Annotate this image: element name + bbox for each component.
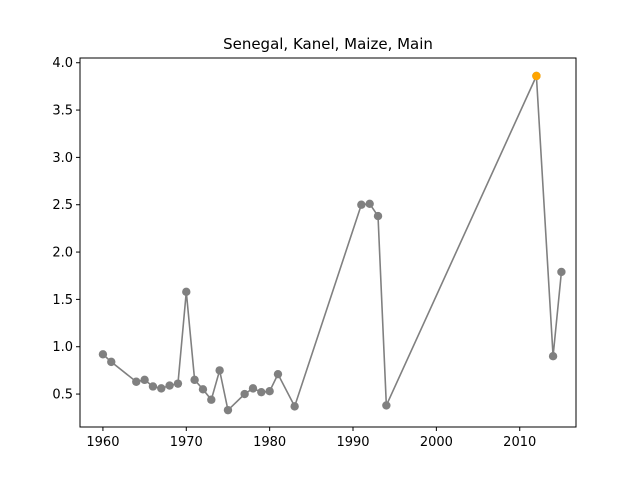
y-tick-label: 2.5 [52,198,73,213]
axes: 1960 1970 1980 1990 2000 2010 0.5 1.0 1.5 2.0 2.5 3… [52,56,536,450]
data-point [557,267,566,277]
y-tick-label: 2.0 [52,246,73,261]
x-tick-label: 2000 [420,435,453,450]
data-point [140,375,149,385]
data-point [98,350,108,359]
chart-title: Senegal, Kanel, Maize, Main [223,35,433,53]
data-point [265,387,274,396]
y-tick-label: 3.0 [52,151,73,166]
data-point [357,200,366,209]
plot-frame [79,57,577,428]
y-tick-label: 1.5 [52,293,73,308]
data-point [248,384,258,393]
data-point [273,369,283,379]
data-point [132,377,141,386]
data-point [157,384,166,393]
data-point [223,405,233,415]
x-tick-label: 1960 [86,435,119,450]
data-point [257,387,266,397]
data-point [215,366,224,375]
y-tick-label: 1.0 [52,340,73,355]
x-tick-label: 2010 [503,435,536,450]
data-point [373,211,383,221]
data-point [240,389,249,399]
highlighted-point [532,71,541,81]
data-point [548,351,558,361]
data-point [207,395,216,404]
data-point [173,379,183,388]
data-point [198,385,208,394]
y-tick-label: 3.5 [52,104,73,119]
data-point [148,382,158,391]
x-tick-label: 1970 [170,435,203,450]
data-point [165,381,174,390]
y-tick-label: 4.0 [52,56,73,71]
x-tick-label: 1990 [336,435,369,450]
data-point [365,199,374,208]
y-tick-label: 0.5 [52,388,73,403]
data-point [107,357,116,367]
data-point [290,402,299,411]
data-point [190,375,199,385]
data-point [182,287,191,297]
x-tick-label: 1980 [253,435,286,450]
data-point [382,401,391,410]
series-layer [98,71,566,415]
